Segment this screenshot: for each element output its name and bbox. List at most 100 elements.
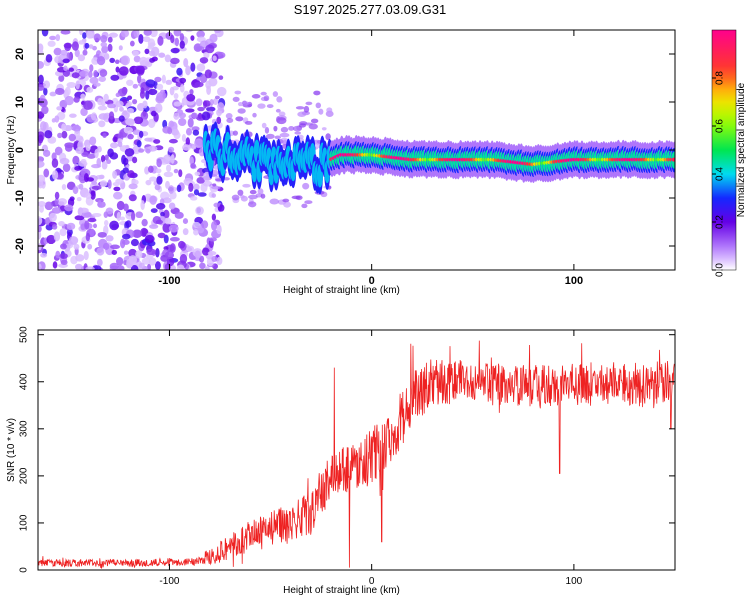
noise-blob (51, 224, 58, 230)
noise-blob (71, 72, 80, 79)
noise-blob (49, 35, 57, 41)
noise-blob (58, 74, 65, 82)
x-tick-label: 0 (369, 275, 375, 287)
noise-blob (83, 212, 92, 218)
noise-blob (63, 65, 68, 72)
noise-blob (162, 154, 172, 165)
noise-blob (140, 111, 149, 121)
noise-blob (169, 236, 180, 242)
ridge-core (671, 157, 675, 162)
noise-blob (295, 106, 305, 110)
noise-blob (62, 58, 70, 64)
noise-blob (279, 132, 290, 138)
noise-blob (160, 211, 165, 217)
noise-blob (125, 118, 135, 126)
noise-blob (130, 265, 139, 270)
noise-blob (189, 156, 194, 166)
noise-blob (173, 112, 180, 120)
noise-blob (176, 264, 185, 270)
noise-blob (93, 33, 101, 42)
noise-blob (216, 256, 223, 266)
y-tick-label: -20 (14, 238, 26, 254)
noise-blob (102, 242, 110, 250)
noise-blob (179, 77, 187, 84)
noise-blob (295, 195, 303, 201)
noise-blob (135, 65, 145, 75)
noise-blob (52, 261, 58, 269)
noise-blob (107, 43, 113, 52)
x-tick-label: 0 (369, 576, 375, 587)
noise-blob (186, 93, 196, 102)
noise-blob (73, 96, 80, 103)
noise-blob (194, 138, 204, 149)
noise-blob (43, 80, 51, 89)
noise-blob (38, 74, 44, 85)
noise-blob (194, 81, 204, 88)
noise-blob (110, 244, 120, 250)
noise-blob (85, 192, 92, 200)
noise-blob (123, 203, 129, 212)
noise-blob (138, 34, 144, 44)
noise-blob (105, 235, 114, 242)
noise-blob (168, 202, 176, 210)
noise-blob (276, 96, 283, 103)
noise-blob (162, 222, 172, 233)
noise-blob (82, 49, 88, 56)
noise-blob (164, 217, 172, 225)
noise-blob (206, 106, 216, 112)
x-tick-label: -100 (158, 275, 180, 287)
noise-blob (80, 107, 88, 117)
noise-blob (138, 148, 145, 153)
noise-blob (38, 160, 45, 168)
noise-blob (211, 213, 217, 221)
noise-blob (109, 220, 119, 231)
noise-blob (66, 222, 76, 231)
noise-blob (140, 200, 145, 211)
y-tick-label: 0 (14, 147, 26, 153)
noise-blob (232, 96, 240, 102)
noise-blob (301, 203, 308, 209)
noise-blob (302, 182, 310, 190)
noise-blob (60, 30, 71, 35)
noise-blob (59, 228, 67, 237)
noise-blob (138, 130, 144, 138)
noise-blob (272, 91, 279, 97)
noise-blob (201, 111, 211, 121)
noise-blob (55, 250, 61, 259)
noise-blob (92, 212, 102, 218)
noise-blob (148, 88, 158, 96)
noise-blob (44, 201, 54, 211)
noise-blob (86, 86, 94, 93)
noise-blob (204, 69, 212, 79)
noise-blob (144, 166, 150, 175)
noise-blob (41, 30, 49, 37)
noise-blob (87, 243, 93, 250)
noise-blob (173, 168, 179, 174)
noise-blob (62, 163, 71, 172)
noise-blob (298, 123, 306, 128)
noise-blob (274, 135, 281, 140)
noise-blob (183, 58, 189, 68)
noise-blob (209, 33, 218, 43)
noise-blob (225, 112, 233, 119)
noise-blob (129, 40, 135, 47)
noise-blob (45, 54, 53, 63)
noise-blob (216, 86, 227, 97)
noise-blob (162, 197, 172, 204)
noise-blob (120, 55, 130, 66)
noise-blob (275, 116, 281, 123)
noise-blob (190, 163, 196, 169)
noise-blob (54, 146, 63, 156)
noise-blob (90, 112, 97, 121)
noise-blob (61, 130, 68, 139)
noise-blob (190, 35, 195, 41)
noise-blob (43, 168, 50, 178)
noise-blob (186, 245, 195, 252)
noise-blob (74, 215, 85, 221)
snr-series-line (38, 340, 675, 569)
noise-blob (132, 98, 138, 105)
noise-blob (181, 133, 186, 142)
noise-blob (165, 180, 170, 189)
figure-title: S197.2025.277.03.09.G31 (294, 2, 447, 17)
noise-blob (196, 63, 206, 72)
